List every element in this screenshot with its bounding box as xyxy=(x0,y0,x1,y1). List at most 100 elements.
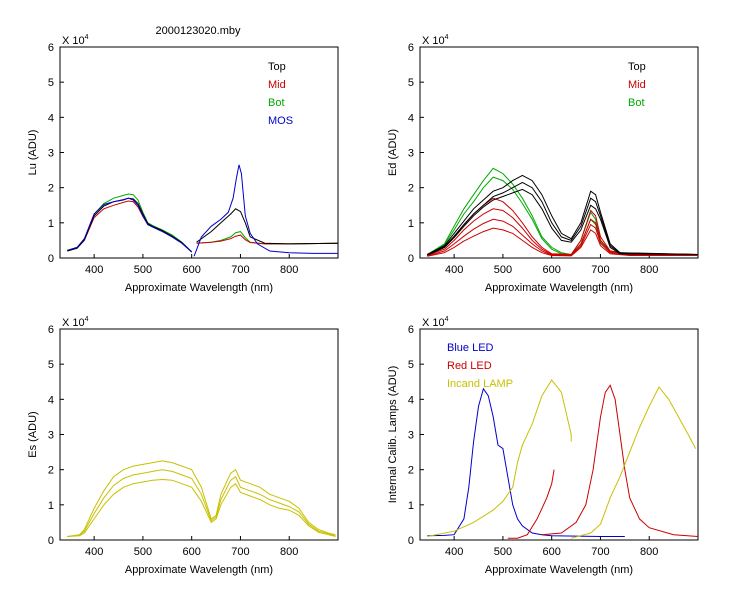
series-line-top xyxy=(196,208,338,245)
legend-entry-mid: Mid xyxy=(268,79,286,91)
x-tick-label: 400 xyxy=(85,546,103,558)
y-scale-exponent: 4 xyxy=(85,316,89,323)
y-tick-label: 2 xyxy=(408,465,414,477)
y-tick-label: 5 xyxy=(48,77,54,89)
y-scale-label: X 104 xyxy=(422,34,449,47)
x-tick-label: 700 xyxy=(231,546,249,558)
y-scale-label: X 104 xyxy=(62,34,89,47)
legend-entry-mos: MOS xyxy=(268,115,293,127)
x-axis-label: Approximate Wavelength (nm) xyxy=(125,564,273,576)
y-tick-label: 0 xyxy=(408,535,414,547)
y-tick-label: 1 xyxy=(408,218,414,230)
y-tick-label: 4 xyxy=(408,112,414,124)
y-tick-label: 6 xyxy=(408,42,414,54)
legend-entry-incand-lamp: Incand LAMP xyxy=(447,378,513,390)
legend-entry-bot: Bot xyxy=(628,97,645,109)
y-tick-label: 6 xyxy=(48,42,54,54)
series-line-es xyxy=(67,478,336,537)
y-scale-exponent: 4 xyxy=(445,34,449,41)
series-line-red-led xyxy=(541,384,698,537)
plot-area xyxy=(59,46,339,259)
x-tick-label: 400 xyxy=(85,264,103,276)
y-tick-label: 0 xyxy=(408,253,414,265)
series-line-top xyxy=(427,174,698,255)
legend-entry-bot: Bot xyxy=(268,97,285,109)
y-tick-label: 0 xyxy=(48,535,54,547)
y-tick-label: 5 xyxy=(408,77,414,89)
x-tick-label: 400 xyxy=(445,264,463,276)
y-scale-base: X 10 xyxy=(422,317,445,329)
y-axis-label: Es (ADU) xyxy=(27,411,39,457)
y-tick-label: 6 xyxy=(408,324,414,336)
y-tick-label: 4 xyxy=(48,112,54,124)
x-tick-label: 700 xyxy=(591,546,609,558)
x-axis-label: Approximate Wavelength (nm) xyxy=(485,282,633,294)
series-line-mos xyxy=(67,197,193,253)
y-tick-label: 4 xyxy=(48,394,54,406)
y-tick-label: 1 xyxy=(408,500,414,512)
y-tick-label: 3 xyxy=(408,430,414,442)
x-tick-label: 600 xyxy=(183,264,201,276)
x-tick-label: 600 xyxy=(183,546,201,558)
x-tick-label: 400 xyxy=(445,546,463,558)
y-tick-label: 1 xyxy=(48,500,54,512)
series-line-top xyxy=(427,181,698,255)
series-line-es xyxy=(67,460,336,537)
y-tick-label: 3 xyxy=(48,148,54,160)
legend-entry-mid: Mid xyxy=(628,79,646,91)
x-tick-label: 800 xyxy=(640,264,658,276)
x-tick-label: 500 xyxy=(134,264,152,276)
x-tick-label: 800 xyxy=(640,546,658,558)
chart-panel-4: 0 1 2 3 4 5 6 400 500 600 700 800 X 104 Approximate W… xyxy=(387,316,699,576)
series-line-mid xyxy=(427,227,698,257)
x-tick-label: 700 xyxy=(591,264,609,276)
legend-entry-top: Top xyxy=(268,61,286,73)
y-tick-label: 5 xyxy=(408,359,414,371)
y-tick-label: 3 xyxy=(408,148,414,160)
x-tick-label: 500 xyxy=(494,546,512,558)
x-tick-label: 600 xyxy=(543,546,561,558)
figure-title: 2000123020.mby xyxy=(155,25,241,37)
x-tick-label: 700 xyxy=(231,264,249,276)
y-scale-base: X 10 xyxy=(422,35,445,47)
x-tick-label: 800 xyxy=(280,264,298,276)
y-axis-label: Internal Calib. Lamps (ADU) xyxy=(387,366,399,504)
y-scale-label: X 104 xyxy=(62,316,89,329)
y-scale-base: X 10 xyxy=(62,35,85,47)
y-tick-label: 6 xyxy=(48,324,54,336)
y-axis-label: Ed (ADU) xyxy=(387,129,399,176)
series-line-blue-led xyxy=(427,387,625,537)
y-axis-label: Lu (ADU) xyxy=(27,130,39,176)
series-line-incand-lamp xyxy=(571,386,697,539)
x-tick-label: 800 xyxy=(280,546,298,558)
series-line-mid xyxy=(427,208,698,256)
series-line-mid xyxy=(427,218,698,257)
x-axis-label: Approximate Wavelength (nm) xyxy=(125,282,273,294)
y-scale-exponent: 4 xyxy=(445,316,449,323)
legend-entry-top: Top xyxy=(628,61,646,73)
y-tick-label: 1 xyxy=(48,218,54,230)
plot-area xyxy=(59,328,339,541)
y-tick-label: 5 xyxy=(48,359,54,371)
series-line-mos xyxy=(193,164,338,257)
y-tick-label: 2 xyxy=(48,183,54,195)
y-tick-label: 0 xyxy=(48,253,54,265)
y-scale-base: X 10 xyxy=(62,317,85,329)
y-tick-label: 3 xyxy=(48,430,54,442)
legend-entry-red-led: Red LED xyxy=(447,360,492,372)
y-scale-label: X 104 xyxy=(422,316,449,329)
series-line-top xyxy=(427,188,698,256)
legend-entry-blue-led: Blue LED xyxy=(447,342,494,354)
series-line-top xyxy=(67,197,193,253)
x-tick-label: 500 xyxy=(134,546,152,558)
plot-area xyxy=(419,46,699,259)
y-tick-label: 2 xyxy=(408,183,414,195)
x-axis-label: Approximate Wavelength (nm) xyxy=(485,564,633,576)
series-line-es xyxy=(67,469,336,537)
x-tick-label: 500 xyxy=(494,264,512,276)
chart-panel-1: 0 1 2 3 4 5 6 400 500 600 700 800 X 104 Approximate W… xyxy=(27,34,339,294)
series-line-red-led xyxy=(507,469,555,539)
